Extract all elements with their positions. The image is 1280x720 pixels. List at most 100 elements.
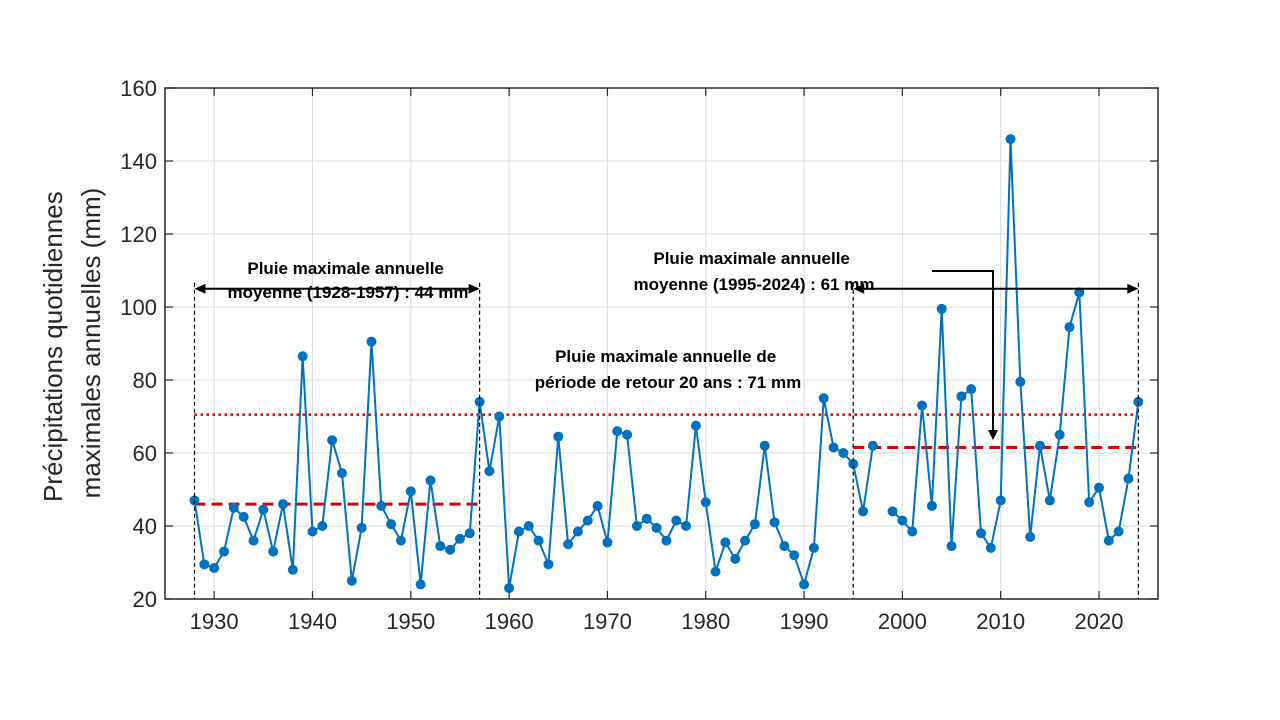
data-point-1947 [376, 500, 387, 511]
period-markers [193, 282, 1139, 599]
plot-frame [164, 87, 1159, 600]
data-point-1935 [258, 504, 269, 515]
data-point-2014 [1035, 440, 1046, 451]
data-point-1945 [356, 522, 367, 533]
x-tick-label-2000: 2000 [878, 609, 927, 634]
data-point-1929 [199, 559, 210, 570]
y-tick-label-60: 60 [133, 441, 157, 466]
data-point-1949 [395, 535, 406, 546]
data-point-1981 [710, 566, 721, 577]
data-point-1936 [268, 546, 279, 557]
data-point-1942 [327, 435, 338, 446]
data-point-1971 [612, 426, 623, 437]
data-point-1964 [543, 559, 554, 570]
y-tick-label-120: 120 [120, 222, 157, 247]
data-point-1948 [386, 519, 397, 530]
data-point-2011 [1005, 134, 1016, 145]
data-point-2022 [1113, 526, 1124, 537]
data-point-2009 [985, 542, 996, 553]
data-point-1959 [494, 411, 505, 422]
data-point-1997 [867, 440, 878, 451]
data-point-2003 [926, 500, 937, 511]
data-point-1931 [218, 546, 229, 557]
data-point-2018 [1074, 287, 1085, 298]
data-point-2000 [897, 515, 908, 526]
data-point-2015 [1044, 495, 1055, 506]
data-point-1999 [887, 506, 898, 517]
data-point-1965 [553, 431, 564, 442]
x-tick-label-1990: 1990 [780, 609, 829, 634]
data-point-1940 [307, 526, 318, 537]
data-point-1978 [681, 521, 692, 531]
data-point-1989 [789, 550, 800, 561]
y-tick-label-40: 40 [133, 514, 157, 539]
data-point-1951 [415, 579, 426, 590]
callout-arrow-mean-1995-2024 [932, 270, 994, 430]
series-line-segment-0 [193, 341, 874, 589]
data-point-1950 [405, 486, 416, 497]
data-point-1944 [346, 575, 357, 586]
data-point-1954 [445, 544, 456, 555]
annotation-mean-1995-2024-line-1: Pluie maximale annuelle [653, 249, 850, 268]
annotation-return-period-20y: Pluie maximale annuelle de période de re… [535, 347, 801, 392]
data-point-1988 [779, 541, 790, 552]
annotation-mean-1928-1957-line-1: Pluie maximale annuelle [247, 259, 444, 278]
data-point-2023 [1123, 473, 1134, 484]
data-point-2013 [1025, 531, 1036, 542]
period-arrowhead-left-0 [194, 283, 206, 294]
data-point-1968 [582, 515, 593, 526]
data-point-2016 [1054, 429, 1065, 440]
x-tick-label-1970: 1970 [583, 609, 632, 634]
data-point-1934 [248, 535, 259, 546]
data-point-1952 [425, 475, 436, 486]
data-point-1975 [651, 522, 662, 533]
data-point-1953 [435, 541, 446, 552]
data-point-2019 [1084, 497, 1095, 508]
data-point-1977 [671, 515, 682, 526]
period-arrowhead-right-0 [468, 283, 480, 294]
x-tick-label-1930: 1930 [190, 609, 239, 634]
data-point-1972 [622, 429, 633, 440]
data-point-1973 [631, 521, 642, 531]
x-tick-label-1950: 1950 [386, 609, 435, 634]
axis-ticks: 1930 1940 1950 1960 1970 1980 1990 2000 2010 2020… [120, 76, 1158, 634]
series-rainfall [189, 134, 1144, 594]
x-tick-label-2010: 2010 [976, 609, 1025, 634]
data-point-2006 [956, 391, 967, 402]
data-point-1969 [592, 500, 603, 511]
data-point-1994 [838, 448, 849, 458]
data-point-1983 [730, 553, 741, 564]
y-axis-title: Précipitations quotidiennes maximales an… [38, 184, 106, 502]
data-point-1993 [828, 442, 839, 453]
callout-arrowhead-mean-1995-2024 [988, 430, 998, 440]
x-tick-label-1980: 1980 [681, 609, 730, 634]
data-point-1943 [336, 468, 347, 479]
data-point-1946 [366, 336, 377, 347]
data-point-2007 [966, 384, 977, 395]
data-point-1960 [504, 583, 515, 594]
data-point-1937 [277, 499, 288, 510]
y-tick-label-20: 20 [133, 587, 157, 612]
y-tick-label-100: 100 [120, 295, 157, 320]
x-tick-label-1960: 1960 [485, 609, 534, 634]
data-point-1962 [523, 521, 534, 531]
period-arrowhead-left-1 [853, 283, 865, 294]
data-point-1980 [700, 497, 711, 508]
data-point-1966 [563, 539, 574, 550]
data-point-1995 [848, 458, 859, 469]
data-point-1961 [513, 526, 524, 537]
data-point-1976 [661, 535, 672, 546]
data-point-1938 [287, 564, 298, 575]
annotation-mean-1928-1957-line-2: moyenne (1928-1957) : 44 mm [228, 283, 469, 302]
data-point-2010 [995, 495, 1006, 506]
data-point-1963 [533, 535, 544, 546]
y-axis-title-line-1: Précipitations quotidiennes [38, 191, 68, 502]
y-axis-title-line-2: maximales annuelles (mm) [76, 188, 106, 499]
data-point-1985 [749, 519, 760, 530]
annotation-mean-1995-2024-line-2: moyenne (1995-2024) : 61 mm [634, 275, 875, 294]
data-point-1970 [602, 537, 613, 548]
data-point-2017 [1064, 322, 1075, 333]
data-point-1984 [740, 535, 751, 546]
data-point-1958 [484, 466, 495, 477]
